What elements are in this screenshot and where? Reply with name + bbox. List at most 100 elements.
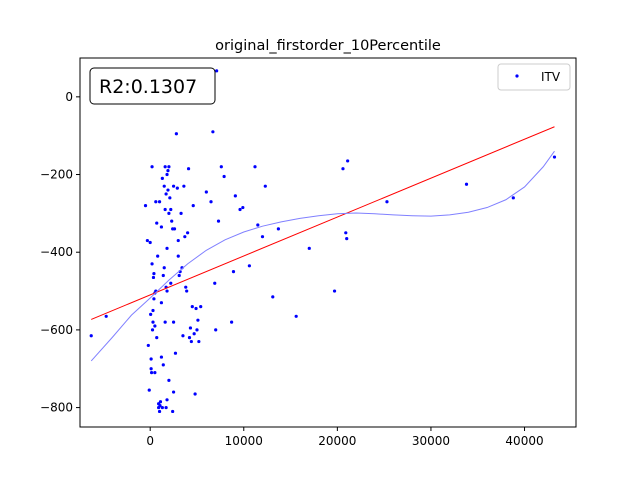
data-point <box>511 196 515 200</box>
data-point <box>167 165 171 169</box>
data-point <box>173 351 178 355</box>
data-point <box>179 211 183 215</box>
data-point <box>151 275 156 280</box>
data-point <box>214 328 218 332</box>
data-point <box>149 357 153 361</box>
data-point <box>241 205 245 210</box>
data-point <box>169 281 173 285</box>
data-point <box>157 200 162 204</box>
data-point <box>171 320 176 324</box>
data-point <box>155 336 159 340</box>
data-point <box>162 266 166 270</box>
data-point <box>146 343 150 348</box>
r2-annotation-box <box>89 67 216 105</box>
x-tick-label: 20000 <box>318 434 356 448</box>
data-point <box>160 405 164 410</box>
data-point <box>238 207 242 212</box>
data-point <box>149 367 153 371</box>
data-point <box>159 301 164 305</box>
data-point <box>171 390 176 394</box>
legend-marker-itv <box>515 74 519 78</box>
data-point <box>172 227 177 231</box>
data-point <box>188 326 193 330</box>
legend-label-itv: ITV <box>541 70 561 84</box>
data-point <box>193 392 197 396</box>
data-point <box>346 159 350 163</box>
data-point <box>247 264 251 268</box>
smoothed-curve <box>90 150 555 362</box>
data-point <box>165 398 169 402</box>
data-point <box>263 184 267 188</box>
data-point <box>147 388 151 392</box>
data-point <box>143 204 148 208</box>
data-point <box>156 254 160 258</box>
data-point <box>166 188 170 192</box>
data-point <box>176 254 180 258</box>
data-point <box>191 204 195 208</box>
data-point <box>216 219 221 223</box>
data-point <box>157 409 162 414</box>
data-point <box>167 211 171 215</box>
y-tick-label: −200 <box>40 168 73 182</box>
y-tick-label: −600 <box>40 323 73 337</box>
data-point <box>165 172 169 177</box>
data-point <box>151 308 155 313</box>
data-point <box>204 190 208 194</box>
data-point <box>154 200 158 204</box>
data-point <box>271 295 275 299</box>
data-point <box>464 182 469 186</box>
data-point <box>165 246 169 250</box>
data-point <box>150 328 155 332</box>
data-point <box>163 165 167 169</box>
data-point <box>150 165 154 169</box>
r2-annotation-text: R2:0.1307 <box>99 76 197 98</box>
data-point <box>332 289 337 293</box>
data-point <box>183 235 187 239</box>
data-point <box>219 165 223 169</box>
x-tick-label: 40000 <box>505 434 543 448</box>
data-point <box>186 231 190 235</box>
x-tick-label: 30000 <box>412 434 450 448</box>
data-point <box>145 238 149 243</box>
data-point <box>161 273 165 278</box>
plot-frame <box>79 57 577 428</box>
data-point <box>385 200 389 204</box>
axes: 0 10000 20000 30000 40000 0 −200 −400 −600 −800 <box>40 57 577 448</box>
data-point <box>181 334 185 338</box>
data-point <box>190 304 194 309</box>
data-point <box>150 262 154 266</box>
data-point <box>165 289 169 293</box>
data-point <box>155 221 159 225</box>
data-point <box>294 314 298 318</box>
data-point <box>341 167 345 171</box>
data-point <box>197 339 201 344</box>
chart-title: original_firstorder_10Percentile <box>215 38 441 54</box>
data-point <box>159 355 164 359</box>
regression-line <box>91 126 555 320</box>
data-point <box>177 273 181 278</box>
data-point <box>164 405 168 410</box>
data-point <box>231 270 236 274</box>
data-point <box>199 304 203 309</box>
data-point <box>552 155 557 159</box>
plot-area <box>89 69 557 414</box>
data-point <box>194 306 198 311</box>
data-point <box>152 271 156 276</box>
data-point <box>152 297 156 301</box>
data-point <box>149 312 153 316</box>
data-point <box>233 194 237 198</box>
data-point <box>169 207 173 212</box>
data-point <box>176 238 180 243</box>
data-point <box>163 320 167 324</box>
data-point <box>222 174 226 179</box>
data-point <box>89 334 93 338</box>
r2-annotation: R2:0.1307 <box>89 67 216 105</box>
data-point <box>171 409 175 414</box>
data-point <box>187 336 192 340</box>
data-point <box>166 169 170 173</box>
data-point <box>189 339 193 344</box>
x-tick-label: 0 <box>146 434 154 448</box>
legend: ITV <box>497 63 571 91</box>
data-point <box>260 235 265 239</box>
